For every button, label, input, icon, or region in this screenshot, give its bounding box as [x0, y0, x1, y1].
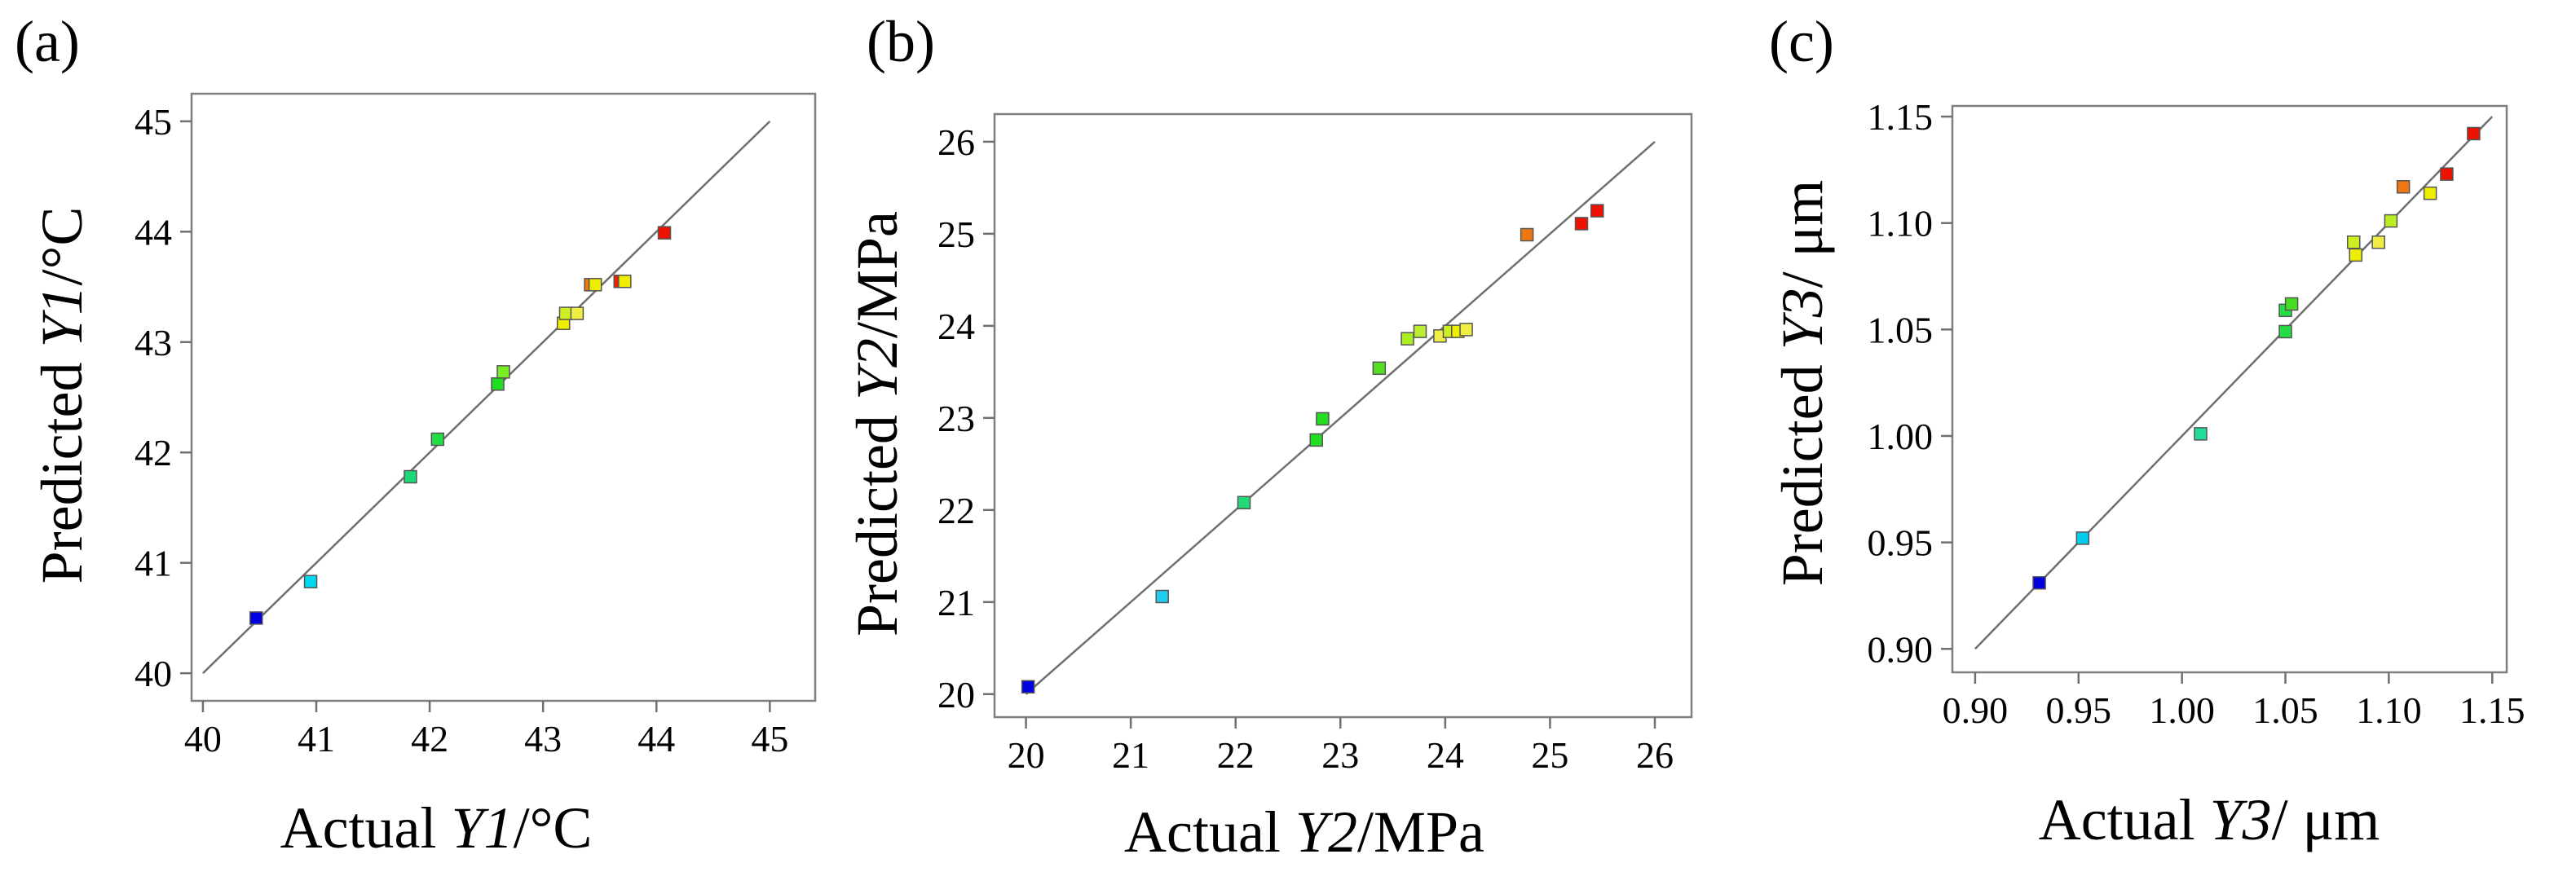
y-tick-label: 21	[937, 582, 975, 623]
data-point	[1574, 217, 1589, 231]
data-point	[2423, 186, 2437, 200]
x-tick-label: 1.05	[2252, 689, 2318, 731]
data-point	[2371, 235, 2385, 249]
panel-c: (c) 0.90 0.95 1.00 1.05 1.10 1.15 0.90 0.95 1.00…	[1769, 9, 2525, 852]
data-point	[2075, 531, 2090, 545]
reference-line	[1025, 140, 1656, 695]
x-tick-label: 41	[298, 718, 335, 760]
data-point	[618, 275, 632, 288]
y-tick-label: 25	[937, 214, 975, 255]
y-tick-label: 1.15	[1868, 96, 1934, 138]
y-tick-label: 44	[135, 211, 172, 253]
data-point	[496, 365, 510, 379]
x-axis-title: Actual Y1/°C	[280, 795, 593, 861]
y-tick-label: 20	[937, 674, 975, 715]
data-point	[1372, 361, 1387, 376]
x-tick-label: 20	[1008, 734, 1045, 776]
y-tick-label: 41	[135, 543, 172, 584]
data-point	[1316, 412, 1330, 426]
panel-b: (b) 20 21 22 23 24 25 26 20 21 22 23 24 25 26 Actual …	[845, 9, 1693, 865]
data-point	[2194, 427, 2208, 441]
x-tick-label: 0.90	[1943, 689, 2009, 731]
y-axis-title: Predicted Y3/ μm	[1770, 180, 1835, 587]
data-point	[303, 575, 318, 588]
y-tick-label: 24	[937, 306, 975, 347]
x-tick-label: 21	[1112, 734, 1149, 776]
data-point	[2032, 576, 2046, 590]
data-point	[2346, 235, 2361, 249]
x-tick-label: 23	[1321, 734, 1359, 776]
data-point	[657, 226, 672, 240]
y-tick-label: 1.05	[1868, 309, 1934, 350]
data-point	[2467, 126, 2481, 141]
x-tick-label: 26	[1636, 734, 1674, 776]
x-tick-label: 22	[1217, 734, 1255, 776]
data-point	[1459, 323, 1473, 337]
data-point	[1237, 495, 1251, 510]
data-point	[2384, 214, 2398, 228]
x-tick-label: 1.00	[2149, 689, 2215, 731]
x-axis-title: Actual Y3/ μm	[2039, 787, 2380, 852]
y-tick-label: 1.00	[1868, 416, 1934, 457]
data-point	[2349, 248, 2363, 262]
data-point	[404, 469, 417, 484]
x-tick-label: 24	[1427, 734, 1464, 776]
panel-label: (c)	[1769, 9, 1834, 74]
plot-frame	[993, 112, 1693, 719]
data-point	[570, 306, 584, 320]
data-point	[2278, 324, 2292, 339]
data-point	[1413, 324, 1427, 338]
data-point	[558, 306, 573, 320]
data-point	[1520, 227, 1534, 242]
data-point	[588, 278, 602, 292]
y-tick-label: 23	[937, 398, 975, 439]
reference-line	[202, 120, 771, 675]
y-tick-label: 22	[937, 490, 975, 531]
y-tick-label: 26	[937, 121, 975, 163]
x-tick-label: 44	[637, 718, 675, 760]
data-point	[1155, 589, 1169, 604]
x-tick-label: 45	[751, 718, 788, 760]
panel-a: (a) 40 41 42 43 44 45 40 41 42 43 44 45 Actual Y1/°…	[15, 9, 817, 861]
data-point	[1021, 680, 1035, 693]
plot-marks: 20 21 22 23 24 25 26 20 21 22 23 24 25 26	[937, 121, 1674, 776]
data-point	[1400, 332, 1414, 346]
y-tick-label: 43	[135, 322, 172, 363]
panel-label: (b)	[867, 9, 935, 74]
y-axis-title: Predicted Y2/MPa	[845, 211, 910, 636]
x-tick-label: 25	[1531, 734, 1568, 776]
x-tick-label: 1.15	[2459, 689, 2525, 731]
plot-marks: 40 41 42 43 44 45 40 41 42 43 44 45	[135, 101, 788, 760]
y-tick-label: 45	[135, 101, 172, 143]
y-tick-label: 0.95	[1868, 522, 1934, 564]
data-point	[1309, 433, 1323, 447]
x-tick-label: 42	[411, 718, 448, 760]
data-point	[2396, 180, 2411, 194]
x-axis-title: Actual Y2/MPa	[1124, 799, 1484, 865]
reference-line	[1974, 116, 2494, 650]
panel-label: (a)	[15, 9, 80, 74]
data-point	[430, 432, 445, 447]
data-point	[249, 611, 263, 625]
data-point	[2284, 297, 2299, 311]
data-point	[2440, 167, 2454, 181]
plot-marks: 0.90 0.95 1.00 1.05 1.10 1.15 0.90 0.95 1.00 1.05…	[1868, 96, 2525, 731]
x-tick-label: 43	[524, 718, 562, 760]
y-tick-label: 40	[135, 653, 172, 694]
y-tick-label: 42	[135, 432, 172, 473]
x-tick-label: 0.95	[2046, 689, 2112, 731]
data-point	[1590, 204, 1604, 218]
y-tick-label: 1.10	[1868, 203, 1934, 244]
plot-frame	[190, 92, 817, 702]
y-tick-label: 0.90	[1868, 628, 1934, 670]
y-axis-title: Predicted Y1/°C	[29, 207, 95, 584]
data-point	[491, 376, 505, 391]
x-tick-label: 1.10	[2356, 689, 2422, 731]
x-tick-label: 40	[184, 718, 222, 760]
